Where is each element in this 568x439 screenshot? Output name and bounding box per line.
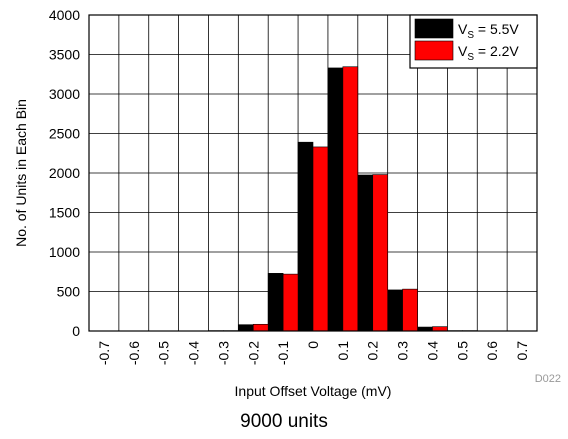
x-tick-label: 0.3 [395,341,411,361]
bar-vs-2-2v-0.3 [402,288,418,332]
bar-vs-2-2v-0.2 [372,174,388,332]
bar-vs-5-5v--0.1 [267,273,284,332]
bar-vs-2-2v-0.4 [432,326,448,332]
x-tick-label: 0 [305,341,321,349]
bar-vs-5-5v-0.3 [387,289,403,332]
y-tick-label: 4000 [49,7,80,23]
caption: 9000 units [240,411,328,432]
x-tick-label: 0.7 [514,341,530,361]
y-tick-label: 3000 [49,86,80,102]
y-tick-labels: 0 500 1000 1500 2000 2500 3000 3500 4000 [49,7,80,339]
y-tick-label: 500 [57,284,81,300]
bar-vs-2-2v-0.1 [342,66,359,332]
x-tick-label: -0.4 [186,341,202,365]
x-tick-label: 0.6 [484,341,500,361]
y-tick-label: 0 [72,323,80,339]
bar-vs-2-2v-0 [312,146,329,332]
x-tick-label: 0.5 [454,341,470,361]
legend-label: VS = 5.5V [458,21,519,41]
x-tick-label: -0.1 [275,341,291,365]
bar-series [208,66,478,332]
x-tick-label: -0.2 [245,341,261,365]
y-tick-label: 2500 [49,126,80,142]
x-tick-label: -0.6 [126,341,142,365]
y-axis-label: No. of Units in Each Bin [13,99,29,247]
y-tick-label: 2000 [49,165,80,181]
x-tick-label: 0.2 [365,341,381,361]
plot-frame [88,14,538,332]
x-tick-label: -0.5 [156,341,172,365]
x-axis-label: Input Offset Voltage (mV) [235,383,392,399]
bar-vs-2-2v--0.2 [252,323,269,332]
y-tick-label: 3500 [49,47,80,63]
x-tick-label: -0.7 [96,341,112,365]
x-tick-label: 0.4 [424,341,440,361]
x-tick-labels: -0.7 -0.6 -0.5 -0.4 -0.3 -0.2 -0.1 0 0.1 0.2 0.3 0.… [96,341,530,365]
figure-id: D022 [535,373,561,385]
bar-vs-5-5v--0.2 [238,324,254,332]
legend-swatch [414,40,454,61]
x-tick-label: -0.3 [215,341,231,365]
legend-swatch [414,18,454,39]
bar-vs-5-5v-0.2 [357,174,374,332]
y-tick-label: 1500 [49,205,80,221]
bar-vs-2-2v--0.1 [282,273,299,332]
y-tick-label: 1000 [49,244,80,260]
legend-label: VS = 2.2V [458,43,519,63]
x-tick-label: 0.1 [335,341,351,361]
bar-vs-5-5v-0 [297,141,314,332]
bar-vs-5-5v-0.1 [327,67,344,332]
